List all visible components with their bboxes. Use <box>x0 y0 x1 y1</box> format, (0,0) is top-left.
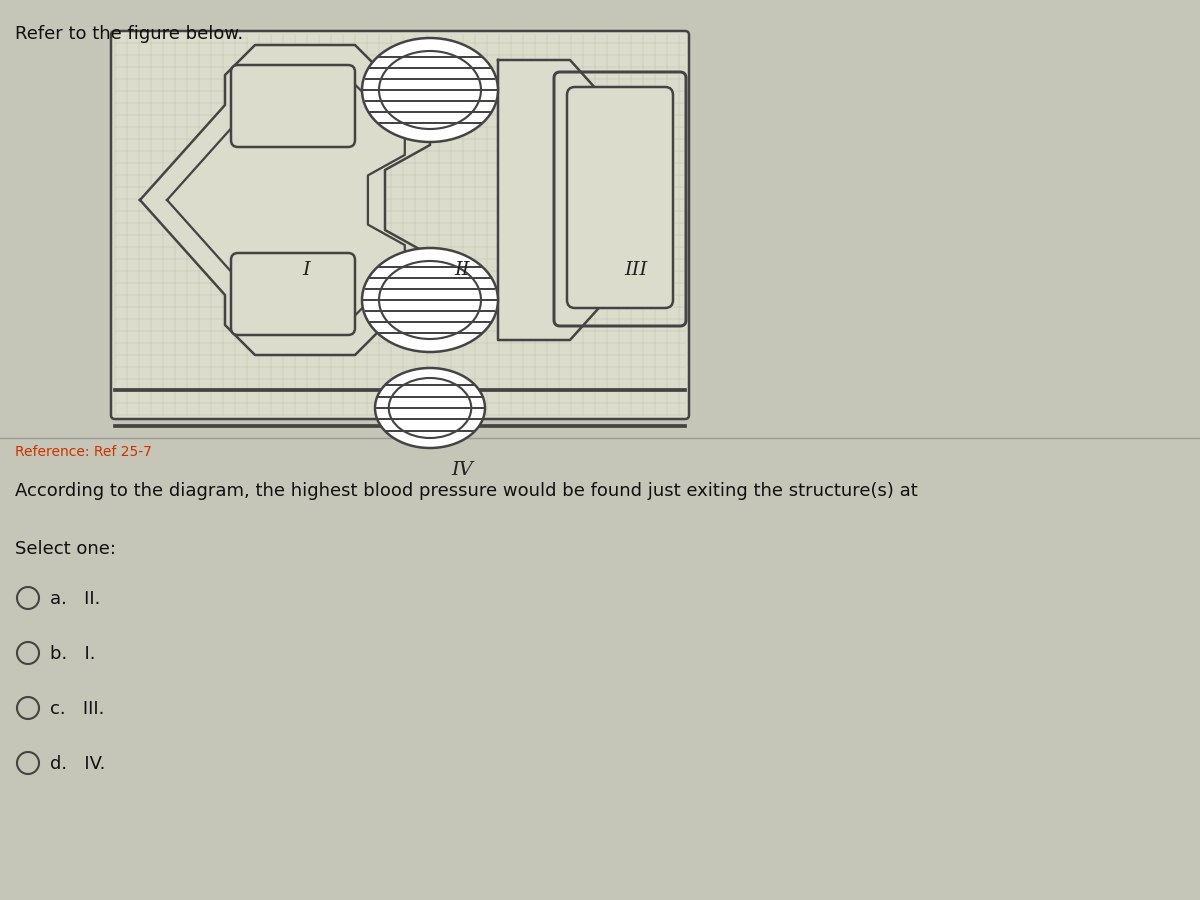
Polygon shape <box>498 60 616 340</box>
Ellipse shape <box>379 51 481 129</box>
Ellipse shape <box>362 38 498 142</box>
Ellipse shape <box>362 248 498 352</box>
Text: c.   III.: c. III. <box>50 700 104 718</box>
Text: I: I <box>302 261 310 279</box>
Text: a.   II.: a. II. <box>50 590 101 608</box>
Ellipse shape <box>379 261 481 339</box>
Ellipse shape <box>374 368 485 448</box>
Text: IV: IV <box>451 461 473 479</box>
FancyBboxPatch shape <box>230 65 355 147</box>
FancyBboxPatch shape <box>568 87 673 308</box>
Polygon shape <box>140 45 430 355</box>
Ellipse shape <box>389 378 472 438</box>
Text: According to the diagram, the highest blood pressure would be found just exiting: According to the diagram, the highest bl… <box>14 482 918 500</box>
Text: d.   IV.: d. IV. <box>50 755 106 773</box>
FancyBboxPatch shape <box>112 31 689 419</box>
Text: III: III <box>624 261 648 279</box>
FancyBboxPatch shape <box>230 253 355 335</box>
Text: b.   I.: b. I. <box>50 645 96 663</box>
Text: Select one:: Select one: <box>14 540 116 558</box>
Text: II: II <box>455 261 469 279</box>
Text: Reference: Ref 25-7: Reference: Ref 25-7 <box>14 445 152 459</box>
Polygon shape <box>167 73 404 327</box>
Text: Refer to the figure below.: Refer to the figure below. <box>14 25 244 43</box>
